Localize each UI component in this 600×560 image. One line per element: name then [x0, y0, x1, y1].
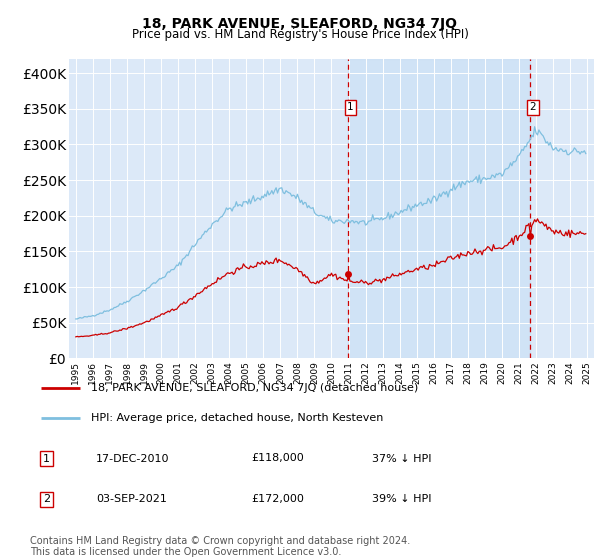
Text: HPI: Average price, detached house, North Kesteven: HPI: Average price, detached house, Nort…	[91, 413, 383, 423]
Text: 37% ↓ HPI: 37% ↓ HPI	[372, 454, 432, 464]
Text: 1: 1	[43, 454, 50, 464]
Text: 17-DEC-2010: 17-DEC-2010	[96, 454, 170, 464]
Text: £172,000: £172,000	[251, 494, 304, 505]
Text: Price paid vs. HM Land Registry's House Price Index (HPI): Price paid vs. HM Land Registry's House …	[131, 28, 469, 41]
Text: 18, PARK AVENUE, SLEAFORD, NG34 7JQ (detached house): 18, PARK AVENUE, SLEAFORD, NG34 7JQ (det…	[91, 382, 418, 393]
Text: £118,000: £118,000	[251, 454, 304, 464]
Text: 2: 2	[530, 102, 536, 113]
Text: 18, PARK AVENUE, SLEAFORD, NG34 7JQ: 18, PARK AVENUE, SLEAFORD, NG34 7JQ	[143, 16, 458, 30]
Bar	[348, 59, 530, 358]
Text: 39% ↓ HPI: 39% ↓ HPI	[372, 494, 432, 505]
Text: 03-SEP-2021: 03-SEP-2021	[96, 494, 167, 505]
Text: Contains HM Land Registry data © Crown copyright and database right 2024.
This d: Contains HM Land Registry data © Crown c…	[30, 536, 410, 557]
Text: 1: 1	[347, 102, 354, 113]
Text: 2: 2	[43, 494, 50, 505]
